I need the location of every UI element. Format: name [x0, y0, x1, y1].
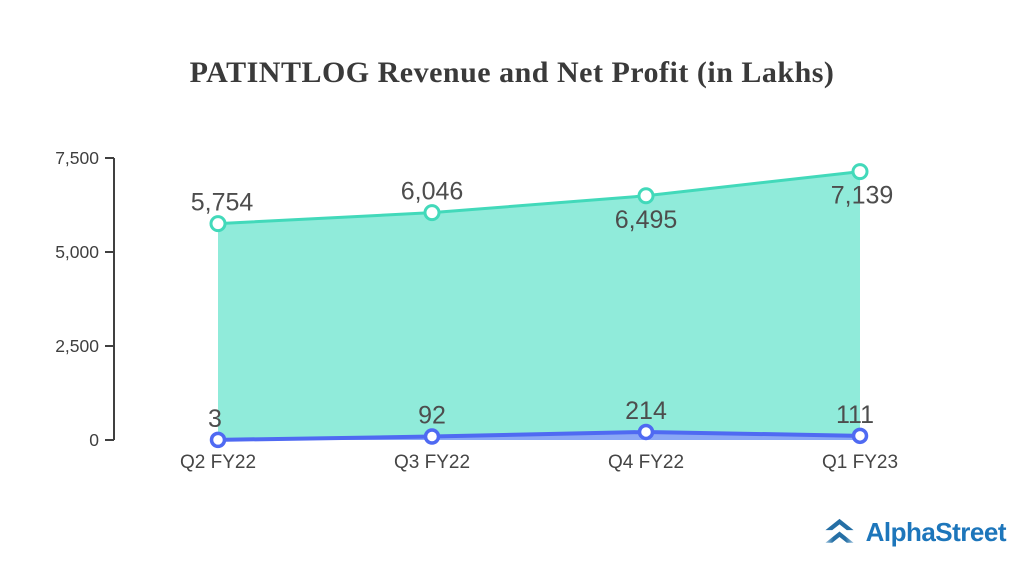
- x-category-label: Q3 FY22: [394, 452, 470, 473]
- revenue-value-label: 6,495: [615, 206, 678, 234]
- netprofit-line: [216, 429, 862, 442]
- netprofit-value-label: 214: [625, 397, 667, 425]
- revenue-value-label: 6,046: [401, 178, 464, 206]
- revenue-marker: [423, 204, 441, 222]
- revenue-line: [216, 170, 862, 226]
- chart-title: PATINTLOG Revenue and Net Profit (in Lak…: [189, 56, 835, 89]
- y-tick-label: 2,500: [55, 336, 99, 356]
- netprofit-value-label: 92: [418, 402, 446, 430]
- revenue-area: [218, 171, 860, 440]
- x-category-label: Q2 FY22: [180, 452, 256, 473]
- netprofit-value-label: 3: [208, 405, 222, 433]
- revenue-value-label: 7,139: [831, 182, 894, 210]
- y-tick-label: 5,000: [55, 242, 99, 262]
- revenue-marker: [209, 215, 227, 233]
- netprofit-marker: [209, 431, 227, 449]
- double-chevron-up-icon: [825, 518, 854, 543]
- netprofit-marker: [637, 423, 655, 441]
- alphastreet-logo: AlphaStreet: [821, 516, 1007, 549]
- revenue-value-label: 5,754: [191, 189, 254, 217]
- revenue-marker: [851, 163, 869, 181]
- y-tick-label: 7,500: [55, 148, 99, 168]
- alphastreet-logo-text: AlphaStreet: [865, 517, 1007, 547]
- netprofit-marker: [423, 428, 441, 445]
- netprofit-marker: [851, 427, 869, 445]
- netprofit-value-label: 111: [836, 401, 874, 429]
- y-axis: [105, 157, 115, 441]
- revenue-marker: [637, 187, 655, 205]
- y-tick-label: 0: [89, 430, 99, 450]
- x-category-label: Q4 FY22: [608, 452, 684, 473]
- x-category-label: Q1 FY23: [822, 452, 898, 473]
